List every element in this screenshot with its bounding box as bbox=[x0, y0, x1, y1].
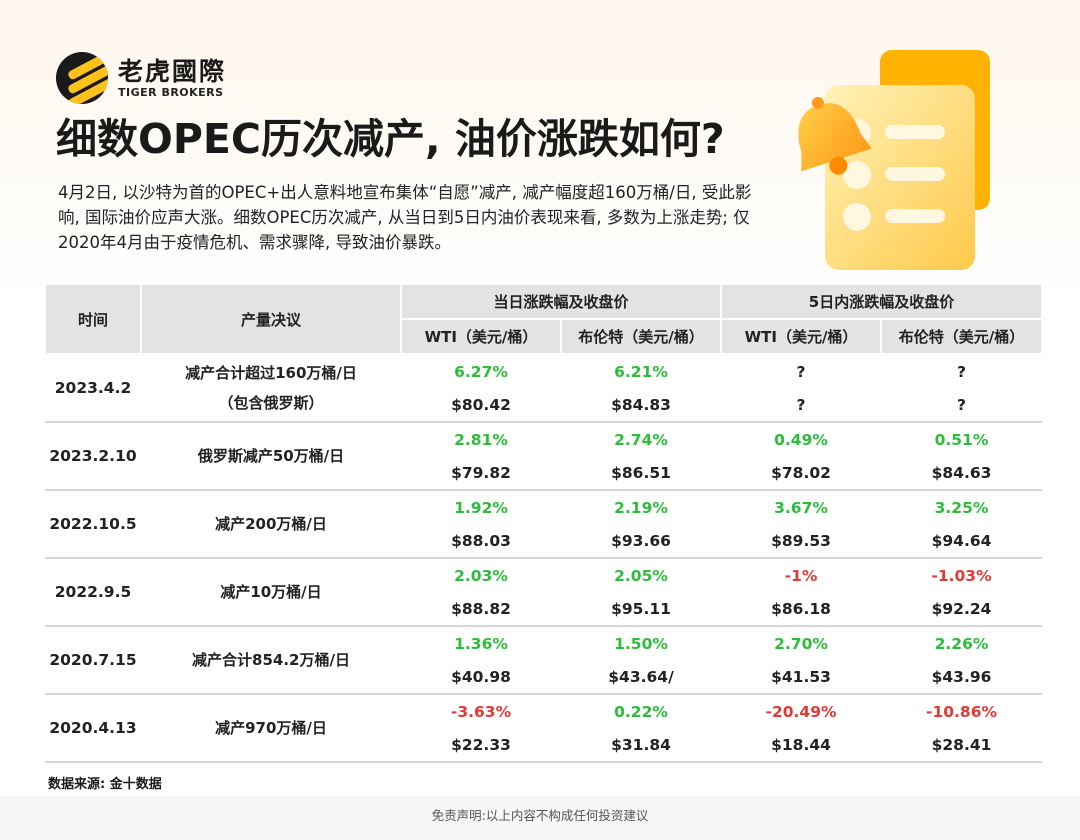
resolution-cell: 减产970万桶/日 bbox=[141, 694, 401, 763]
close-cell: $84.63 bbox=[881, 456, 1043, 491]
pct-cell: 2.81% bbox=[454, 430, 508, 449]
close-cell: $93.66 bbox=[561, 524, 722, 559]
pct-cell: 6.21% bbox=[614, 362, 668, 381]
pct-cell: -1% bbox=[784, 566, 818, 585]
col-header-time: 时间 bbox=[44, 283, 142, 355]
resolution-cell: 减产合计超过160万桶/日 （包含俄罗斯） bbox=[141, 354, 401, 423]
close-cell: $40.98 bbox=[401, 660, 561, 695]
date-cell: 2023.4.2 bbox=[45, 354, 141, 423]
pct-cell: 3.25% bbox=[934, 498, 989, 517]
close-cell: $95.11 bbox=[561, 592, 722, 627]
close-cell: $80.42 bbox=[401, 388, 561, 423]
table-row-close: $79.82 $86.51 $78.02 $84.63 bbox=[45, 456, 1043, 491]
resolution-cell: 减产10万桶/日 bbox=[141, 558, 401, 627]
close-cell: $78.02 bbox=[721, 456, 882, 491]
close-cell: $86.51 bbox=[561, 456, 722, 491]
pct-cell: 0.49% bbox=[774, 430, 828, 449]
resolution-cell: 减产合计854.2万桶/日 bbox=[141, 626, 401, 695]
table-row: 2023.2.10 俄罗斯减产50万桶/日 2.81% 2.74% 0.49% 0.51% bbox=[45, 422, 1042, 491]
table-row-close: $40.98 $43.64/$41.53 $43.96 bbox=[45, 660, 1043, 695]
pct-cell: 1.50% bbox=[614, 634, 668, 653]
pct-cell: 1.92% bbox=[454, 498, 508, 517]
col-header-wti-5day: WTI（美元/桶） bbox=[720, 318, 883, 355]
close-cell: $18.44 bbox=[721, 728, 882, 763]
pct-cell: 2.74% bbox=[614, 430, 668, 449]
close-cell: $22.33 bbox=[401, 728, 561, 763]
brand-name-cn: 老虎國際 bbox=[118, 56, 227, 86]
pct-cell: 2.03% bbox=[454, 566, 508, 585]
pct-cell: 2.05% bbox=[614, 566, 668, 585]
close-cell: $86.18 bbox=[721, 592, 882, 627]
document-bell-icon bbox=[798, 50, 990, 270]
col-header-resolution: 产量决议 bbox=[140, 283, 402, 355]
date-cell: 2022.9.5 bbox=[45, 558, 141, 627]
pct-cell: -1.03% bbox=[931, 566, 992, 585]
pct-cell: 6.27% bbox=[454, 362, 508, 381]
pct-cell: ? bbox=[957, 362, 967, 381]
table-row: 2022.9.5 减产10万桶/日 2.03% 2.05% -1% -1.03% bbox=[45, 558, 1042, 627]
oil-cut-table: 时间 产量决议 当日涨跌幅及收盘价 5日内涨跌幅及收盘价 WTI（美元/桶） 布… bbox=[44, 283, 1044, 763]
data-source: 数据来源: 金十数据 bbox=[48, 777, 162, 792]
pct-cell: -3.63% bbox=[450, 702, 512, 721]
close-cell: $92.24 bbox=[881, 592, 1043, 627]
pct-cell: ? bbox=[796, 362, 806, 381]
close-cell: $28.41 bbox=[881, 728, 1043, 763]
col-header-wti: WTI（美元/桶） bbox=[400, 318, 562, 355]
pct-cell: 3.67% bbox=[774, 498, 828, 517]
close-cell: $94.64 bbox=[881, 524, 1043, 559]
group-header-5day: 5日内涨跌幅及收盘价 bbox=[720, 283, 1044, 320]
pct-cell: 2.70% bbox=[774, 634, 828, 653]
close-cell: $41.53 bbox=[721, 660, 882, 695]
table-row: 2022.10.5 减产200万桶/日 1.92% 2.19% 3.67% 3.25% bbox=[45, 490, 1042, 559]
pct-cell: -20.49% bbox=[765, 702, 837, 721]
close-cell: $84.83 bbox=[561, 388, 722, 423]
close-cell: $79.82 bbox=[401, 456, 561, 491]
table-row: 2020.4.13 减产970万桶/日 -3.63% 0.22% -20.49% -10.… bbox=[45, 694, 1042, 763]
close-cell: $31.84 bbox=[561, 728, 722, 763]
close-cell: $88.82 bbox=[401, 592, 561, 627]
resolution-cell: 减产200万桶/日 bbox=[141, 490, 401, 559]
intro-paragraph: 4月2日, 以沙特为首的OPEC+出人意料地宣布集体“自愿”减产, 减产幅度超1… bbox=[58, 183, 752, 252]
close-cell: ? bbox=[881, 388, 1043, 423]
table-row: 2020.7.15 减产合计854.2万桶/日 1.36% 1.50% 2.70% 2.2… bbox=[45, 626, 1042, 695]
date-cell: 2020.4.13 bbox=[45, 694, 141, 763]
pct-cell: 2.19% bbox=[614, 498, 668, 517]
pct-cell: 0.22% bbox=[614, 702, 668, 721]
pct-cell: 2.26% bbox=[934, 634, 989, 653]
table-row-close: $88.03 $93.66 $89.53 $94.64 bbox=[45, 524, 1043, 559]
date-cell: 2020.7.15 bbox=[45, 626, 141, 695]
close-cell: ? bbox=[721, 388, 882, 423]
col-header-brent-5day: 布伦特（美元/桶） bbox=[880, 318, 1044, 355]
col-header-brent: 布伦特（美元/桶） bbox=[559, 318, 723, 355]
disclaimer: 免责声明:以上内容不构成任何投资建议 bbox=[0, 796, 1080, 840]
table-row-close: $88.82 $95.11 $86.18 $92.24 bbox=[45, 592, 1043, 627]
date-cell: 2022.10.5 bbox=[45, 490, 141, 559]
close-cell: $88.03 bbox=[401, 524, 561, 559]
pct-cell: 1.36% bbox=[454, 634, 508, 653]
pct-cell: 0.51% bbox=[934, 430, 989, 449]
group-header-same-day: 当日涨跌幅及收盘价 bbox=[399, 283, 723, 320]
resolution-cell: 俄罗斯减产50万桶/日 bbox=[141, 422, 401, 491]
page-title: 细数OPEC历次减产, 油价涨跌如何? bbox=[56, 115, 725, 163]
brand-name-en: TIGER BROKERS bbox=[118, 85, 224, 99]
tiger-logo-icon bbox=[56, 52, 108, 104]
table-row: 2023.4.2 减产合计超过160万桶/日 （包含俄罗斯） 6.27% 6.21%?… bbox=[45, 354, 1042, 423]
date-cell: 2023.2.10 bbox=[45, 422, 141, 491]
pct-cell: -10.86% bbox=[926, 702, 998, 721]
table-row-close: $22.33 $31.84 $18.44 $28.41 bbox=[45, 728, 1043, 763]
close-cell: $43.96 bbox=[881, 660, 1043, 695]
brand: 老虎國際 TIGER BROKERS bbox=[56, 52, 226, 104]
table-row-close: $80.42 $84.83?? bbox=[45, 388, 1043, 423]
close-cell: $43.64/ bbox=[561, 660, 722, 695]
close-cell: $89.53 bbox=[721, 524, 882, 559]
